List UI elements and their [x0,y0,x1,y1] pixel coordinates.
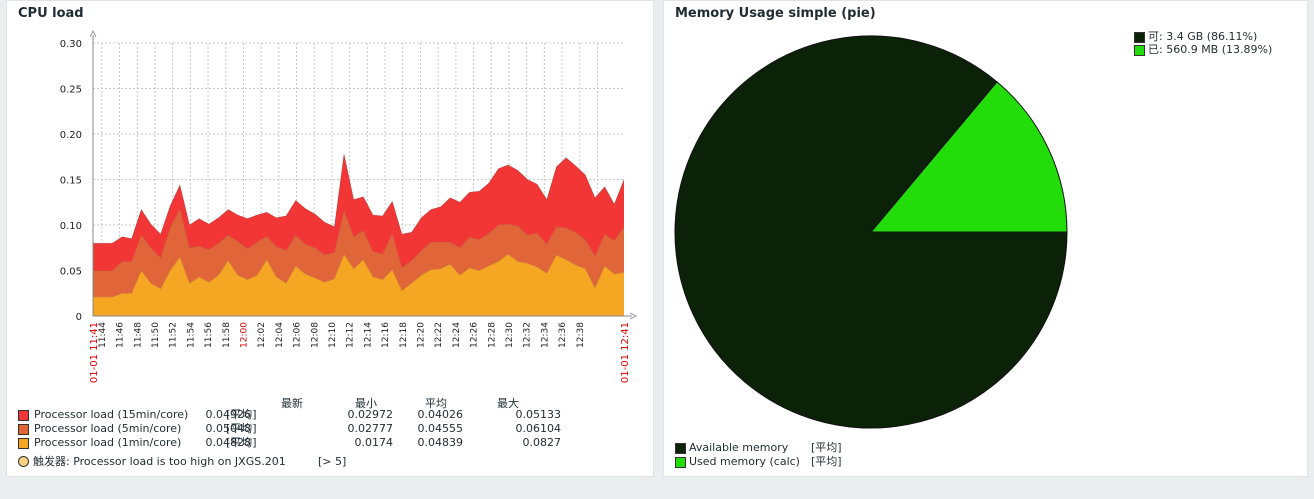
legend-min: 0.02777 [347,422,394,435]
x-tick-label: 12:24 [452,322,462,348]
x-end-label: 01-01 12:41 [620,322,631,383]
y-tick-label: 0.25 [60,85,82,96]
area-series-2 [93,154,624,271]
memory-usage-widget: Memory Usage simple (pie) 可: 3.4 GB (86.… [663,0,1308,477]
y-tick-label: 0.10 [60,221,82,232]
legend-avg: 0.04026 [417,408,464,421]
area-series-0 [93,254,624,316]
x-tick-label: 12:18 [399,322,409,348]
x-tick-label: 12:02 [257,322,267,348]
x-tick-label: 12:12 [346,322,356,348]
legend-avg: 0.04839 [417,436,464,449]
legend-header-min: 最小 [355,397,377,410]
legend-func: [平均] [226,422,257,435]
legend-min: 0.02972 [347,408,394,421]
memory-pie-chart [674,35,1068,429]
y-tick-label: 0.30 [60,39,82,50]
cpu-load-chart: 0.30 0.25 0.20 0.15 0.10 0.05 0 11:44 11:46 11:48… [60,29,638,383]
y-tick-label: 0.15 [60,176,82,187]
legend-series-name: Processor load (1min/core) [34,436,182,449]
legend-swatch [675,443,686,454]
x-tick-label: 11:52 [169,322,179,348]
x-tick-label: 12:26 [470,322,480,348]
legend-last: 0.04926 [205,408,252,421]
x-tick-label: 12:14 [363,322,373,348]
x-tick-label: 12:06 [293,322,303,348]
legend-min: 0.0174 [354,436,394,449]
x-tick-label: 12:38 [576,322,586,348]
legend-max: 0.05133 [515,408,562,421]
legend-func: [平均] [226,408,257,421]
x-tick-label: 12:20 [416,322,426,348]
pie-bottom-legend-func: [平均] [811,455,842,468]
legend-row-5min: Processor load (5min/core) [平均] 0.05048 … [18,422,638,436]
legend-row-1min: Processor load (1min/core) [平均] 0.04828 … [18,436,638,450]
legend-max: 0.0827 [522,436,562,449]
trigger-label: 触发器: Processor load is too high on JXGS.… [33,455,286,468]
pie-legend-label: 已: 560.9 MB (13.89%) [1148,43,1273,56]
y-tick-label: 0.20 [60,130,82,141]
pie-top-legend: 可: 3.4 GB (86.11%) 已: 560.9 MB (13.89%) [1134,30,1304,60]
x-tick-label: 12:28 [487,322,497,348]
x-tick-label: 11:54 [186,322,196,348]
legend-last: 0.05048 [205,422,252,435]
legend-series-name: Processor load (15min/core) [34,408,189,421]
legend-swatch [1134,45,1145,56]
x-axis-arrow [629,312,638,320]
trigger-circle-icon [18,456,29,467]
pie-bottom-legend: Available memory [平均] Used memory (calc)… [675,441,975,471]
area-series-1 [93,208,624,297]
x-tick-label: 12:34 [540,322,550,348]
legend-avg: 0.04555 [417,422,464,435]
x-tick-label: 12:16 [381,322,391,348]
x-tick-label: 12:10 [328,322,338,348]
legend-header-avg: 平均 [425,397,447,410]
pie-legend-label: 可: 3.4 GB (86.11%) [1148,30,1258,43]
pie-slice-used [869,81,1068,233]
legend-trigger-row: 触发器: Processor load is too high on JXGS.… [18,455,638,469]
legend-last: 0.04828 [205,436,252,449]
x-tick-label: 11:46 [116,322,126,348]
x-tick-label: 12:30 [505,322,515,348]
widget-title-cpu: CPU load [18,6,84,21]
y-axis-arrow [89,29,97,38]
x-tick-label: 11:48 [133,322,143,348]
legend-series-name: Processor load (5min/core) [34,422,182,435]
legend-row-15min: Processor load (15min/core) [平均] 0.04926… [18,408,638,422]
x-tick-label: 12:04 [275,322,285,348]
x-start-label: 01-01 11:41 [89,322,100,383]
area-series-edge [93,153,625,244]
pie-bottom-legend-name: Available memory [689,441,789,454]
cpu-legend: 最新 最小 平均 最大 Processor load (15min/core) … [7,395,655,475]
pie-bottom-legend-name: Used memory (calc) [689,455,800,468]
widget-title-memory: Memory Usage simple (pie) [675,6,876,21]
x-tick-label: 12:08 [310,322,320,348]
y-tick-label: 0 [76,312,82,323]
legend-swatch [675,457,686,468]
y-tick-label: 0.05 [60,267,82,278]
x-tick-label: 11:50 [151,322,161,348]
legend-swatch [18,410,29,421]
x-tick-label: 11:58 [222,322,232,348]
x-tick-label: 11:56 [204,322,214,348]
x-tick-label: 12:00 [239,322,249,348]
cpu-load-widget: CPU load 0.30 0.25 0.20 0.15 0.10 0.05 0 11:44 1… [6,0,654,477]
x-tick-label: 11:44 [98,322,108,348]
legend-header-last: 最新 [281,397,303,410]
x-tick-label: 12:22 [434,322,444,348]
legend-func: [平均] [226,436,257,449]
x-tick-label: 12:32 [523,322,533,348]
legend-swatch [18,438,29,449]
x-tick-label: 12:36 [558,322,568,348]
legend-swatch [18,424,29,435]
legend-header-max: 最大 [497,397,519,410]
trigger-threshold: [> 5] [318,455,347,468]
legend-swatch [1134,32,1145,43]
legend-max: 0.06104 [515,422,562,435]
pie-bottom-legend-func: [平均] [811,441,842,454]
pie-slice-available [674,35,1068,429]
